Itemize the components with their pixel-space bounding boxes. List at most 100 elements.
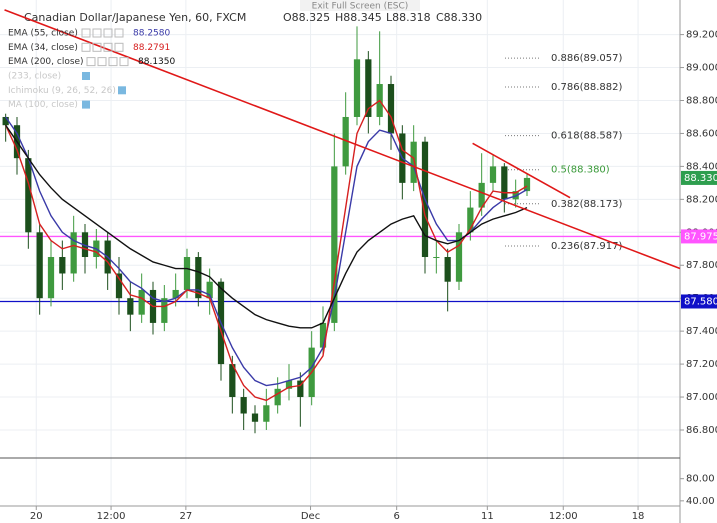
- legend-icon[interactable]: [81, 42, 91, 52]
- x-tick-label: 6: [393, 511, 399, 522]
- legend-eye[interactable]: [118, 86, 126, 95]
- trendline: [4, 9, 681, 270]
- candle-body: [501, 166, 508, 200]
- x-tick-label: 12:00: [97, 511, 126, 522]
- legend-name: EMA (34, close): [8, 43, 78, 53]
- price-tag: [681, 294, 717, 309]
- candle-body: [331, 166, 338, 323]
- y2-tick-label: 40.00: [686, 496, 715, 507]
- legend-icon[interactable]: [103, 42, 113, 52]
- y-tick-label: 88.800: [686, 95, 717, 106]
- legend-icon[interactable]: [97, 57, 107, 67]
- x-tick-label: Dec: [301, 511, 320, 522]
- legend-name: EMA (55, close): [8, 29, 78, 39]
- candle-body: [512, 191, 519, 200]
- y-tick-label: 88.200: [686, 194, 717, 205]
- candle-body: [195, 257, 202, 299]
- candle-body: [251, 413, 259, 422]
- ohlc-close: C88.330: [436, 11, 482, 24]
- trendline: [472, 142, 571, 199]
- legend-eye[interactable]: [82, 100, 90, 109]
- candle-body: [138, 289, 145, 315]
- ohlc-low: L88.318: [386, 11, 431, 24]
- candle-body: [47, 257, 55, 299]
- fib-label: 0.382(88.173): [551, 199, 623, 210]
- legend-icon[interactable]: [92, 42, 102, 52]
- y2-tick-label: 80.00: [686, 474, 715, 485]
- legend-icon[interactable]: [103, 28, 113, 38]
- candle-body: [161, 298, 168, 323]
- candle-body: [387, 84, 395, 134]
- ema-line: [5, 116, 528, 387]
- legend-eye[interactable]: [82, 72, 90, 80]
- x-tick-label: 27: [179, 511, 192, 522]
- candle-body: [444, 257, 451, 282]
- legend-hidden: Ichimoku (9, 26, 52, 26): [8, 86, 116, 96]
- candle-body: [353, 59, 361, 117]
- candle-body: [25, 158, 32, 233]
- y-tick-label: 86.800: [686, 425, 717, 436]
- legend-hidden: (233, close): [8, 72, 61, 82]
- ema-line: [5, 124, 528, 329]
- candle-body: [274, 388, 281, 406]
- fib-label: 0.886(89.057): [551, 53, 623, 64]
- candle-body: [172, 289, 179, 299]
- x-tick-label: 11: [481, 511, 494, 522]
- candle-body: [285, 380, 293, 389]
- legend-value: 88.2791: [133, 43, 170, 53]
- legend-icon[interactable]: [81, 28, 91, 38]
- legend-icon[interactable]: [114, 42, 124, 52]
- candle-body: [70, 232, 77, 274]
- x-tick-label: 12:00: [549, 511, 578, 522]
- candle-body: [523, 177, 531, 192]
- exit-label[interactable]: Exit Full Screen (ESC): [312, 2, 409, 12]
- y-tick-label: 87.400: [686, 326, 717, 337]
- chart-title: Canadian Dollar/Japanese Yen, 60, FXCM: [24, 11, 246, 24]
- y-tick-label: 87.800: [686, 260, 717, 271]
- y-tick-label: 87.000: [686, 392, 717, 403]
- y-tick-label: 87.200: [686, 359, 717, 370]
- candle-body: [263, 405, 270, 422]
- last-price-tag: [681, 170, 717, 185]
- fib-label: 0.618(88.587): [551, 131, 623, 142]
- legend-icon[interactable]: [119, 57, 129, 67]
- ohlc-open: O88.325: [283, 11, 330, 24]
- legend-value: 88.1350: [138, 57, 175, 67]
- exit-bar[interactable]: [300, 0, 420, 11]
- candle-body: [2, 116, 9, 126]
- ema-line: [5, 99, 528, 402]
- legend-icon[interactable]: [92, 28, 102, 38]
- candle-body: [342, 116, 349, 167]
- fib-label: 0.236(87.917): [551, 241, 623, 252]
- candle-body: [478, 182, 485, 208]
- ohlc-high: H88.345: [335, 11, 382, 24]
- candle-body: [410, 141, 417, 183]
- candle-body: [319, 322, 327, 348]
- price-tag-label: 87.580: [684, 296, 717, 307]
- legend-value: 88.2580: [133, 29, 170, 39]
- candle-body: [127, 298, 134, 315]
- candle-body: [36, 232, 43, 299]
- fib-label: 0.5(88.380): [551, 165, 610, 176]
- legend-icon[interactable]: [108, 57, 118, 67]
- legend-icon[interactable]: [114, 28, 124, 38]
- legend-name: EMA (200, close): [8, 57, 84, 67]
- y-tick-label: 89.000: [686, 63, 717, 74]
- candle-body: [59, 257, 66, 274]
- candle-body: [240, 397, 247, 414]
- y-tick-label: 88.400: [686, 161, 717, 172]
- candle-body: [467, 207, 474, 233]
- price-tag: [681, 229, 717, 244]
- candle-body: [229, 364, 236, 398]
- candle-body: [115, 273, 123, 299]
- candle-body: [489, 166, 497, 183]
- x-tick-label: 18: [632, 511, 645, 522]
- y-tick-label: 88.600: [686, 128, 717, 139]
- last-price-label: 88.330: [684, 173, 717, 184]
- y-tick-label: 89.200: [686, 30, 717, 41]
- candle-body: [183, 257, 191, 290]
- price-tag-label: 87.975: [684, 231, 717, 242]
- candle-body: [433, 257, 440, 259]
- legend-icon[interactable]: [86, 57, 96, 67]
